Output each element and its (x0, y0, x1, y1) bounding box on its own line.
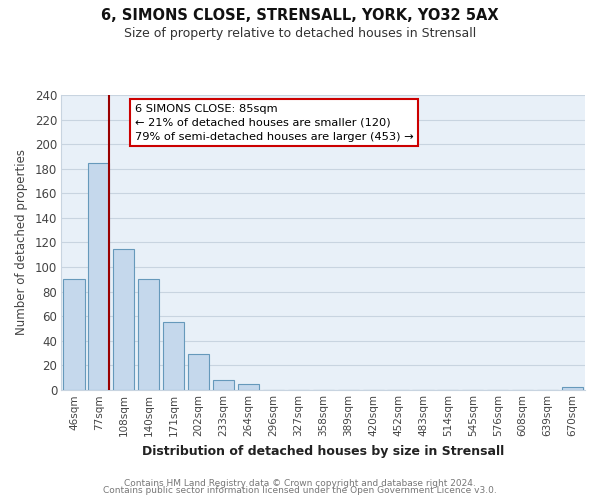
Bar (163, 322, 184, 390)
Bar (138, 280, 160, 390)
Bar (188, 354, 209, 390)
Text: Contains public sector information licensed under the Open Government Licence v3: Contains public sector information licen… (103, 486, 497, 495)
X-axis label: Distribution of detached houses by size in Strensall: Distribution of detached houses by size … (142, 444, 505, 458)
Bar (113, 248, 134, 390)
Text: Size of property relative to detached houses in Strensall: Size of property relative to detached ho… (124, 28, 476, 40)
Text: Contains HM Land Registry data © Crown copyright and database right 2024.: Contains HM Land Registry data © Crown c… (124, 478, 476, 488)
Bar (88, 162, 109, 390)
Bar (213, 380, 234, 390)
Text: 6, SIMONS CLOSE, STRENSALL, YORK, YO32 5AX: 6, SIMONS CLOSE, STRENSALL, YORK, YO32 5… (101, 8, 499, 22)
Bar (64, 280, 85, 390)
Y-axis label: Number of detached properties: Number of detached properties (15, 150, 28, 336)
Bar (238, 384, 259, 390)
Text: 6 SIMONS CLOSE: 85sqm
← 21% of detached houses are smaller (120)
79% of semi-det: 6 SIMONS CLOSE: 85sqm ← 21% of detached … (135, 104, 413, 142)
Bar (562, 388, 583, 390)
